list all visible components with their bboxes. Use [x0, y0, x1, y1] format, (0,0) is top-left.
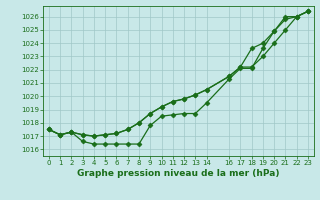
- X-axis label: Graphe pression niveau de la mer (hPa): Graphe pression niveau de la mer (hPa): [77, 169, 280, 178]
